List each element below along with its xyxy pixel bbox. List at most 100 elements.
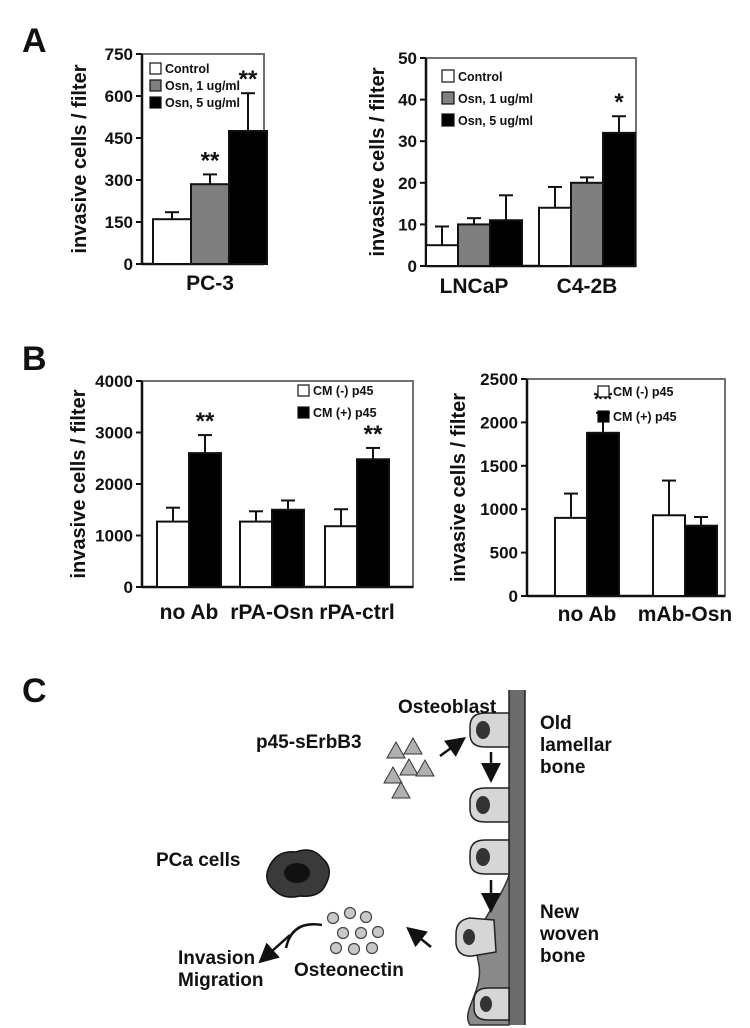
- label-invasion: Invasion: [178, 948, 255, 969]
- label-pca: PCa cells: [156, 850, 241, 871]
- category-label: rPA-Osn: [230, 601, 314, 624]
- bar: [239, 520, 273, 588]
- osteocyte-cell: [455, 917, 497, 957]
- y-axis-label: invasive cells / filter: [68, 389, 90, 578]
- bar: [271, 508, 305, 588]
- legend-label: Osn, 5 ug/ml: [165, 96, 240, 110]
- y-tick-label: 20: [398, 174, 417, 193]
- bar: [554, 516, 588, 598]
- bar: [684, 524, 718, 598]
- osteocyte-cell: [473, 987, 510, 1021]
- osteoblast-cell: [469, 712, 510, 748]
- osteonectin-dots: [326, 906, 385, 956]
- category-label: no Ab: [160, 601, 219, 624]
- pca-cell: [266, 849, 330, 898]
- category-label: LNCaP: [440, 275, 509, 298]
- significance-mark: **: [201, 147, 220, 174]
- label-osteoblast: Osteoblast: [398, 697, 497, 718]
- osteoblast-cell: [469, 787, 510, 823]
- old-bone-strip: [509, 690, 525, 1025]
- legend-swatch: [597, 385, 610, 398]
- legend-swatch: [149, 79, 162, 92]
- bar: [602, 131, 636, 267]
- label-old-1: Old: [540, 713, 572, 734]
- category-label: PC-3: [186, 272, 234, 295]
- legend-swatch: [297, 384, 310, 397]
- osteoblast-cell: [469, 839, 510, 875]
- y-tick-label: 0: [408, 257, 417, 276]
- label-old-3: bone: [540, 757, 585, 778]
- panel-label-a: A: [22, 22, 47, 60]
- significance-mark: **: [196, 408, 215, 435]
- y-axis-label: invasive cells / filter: [367, 67, 389, 256]
- arrow-curve: [284, 923, 323, 949]
- y-tick-label: 500: [490, 544, 518, 563]
- category-label: no Ab: [558, 603, 617, 626]
- bar: [570, 181, 604, 267]
- panel-label-c: C: [22, 672, 47, 710]
- arrow-p45: [439, 737, 467, 758]
- bar: [152, 218, 192, 265]
- y-tick-label: 2500: [480, 370, 518, 389]
- category-label: mAb-Osn: [638, 603, 733, 626]
- y-tick-label: 0: [509, 587, 518, 606]
- y-tick-label: 2000: [95, 475, 133, 494]
- bar: [324, 525, 358, 588]
- bar: [356, 458, 390, 588]
- chart-b-mab: 0 500 1000 1500 2000 2500 invasive cells / fil…: [448, 370, 732, 626]
- legend-label: CM (-) p45: [313, 384, 373, 398]
- bar: [538, 206, 572, 267]
- y-axis-label: invasive cells / filter: [448, 393, 470, 582]
- y-tick-label: 1000: [95, 527, 133, 546]
- legend-swatch: [597, 410, 610, 423]
- significance-mark: **: [364, 421, 383, 448]
- label-migration: Migration: [178, 970, 264, 991]
- label-osteonectin: Osteonectin: [294, 960, 404, 981]
- label-old-2: lamellar: [540, 735, 612, 756]
- label-new-3: bone: [540, 946, 585, 967]
- chart-a-pc3: 0 150 300 450 600 750 invasive cells / filter *…: [69, 45, 268, 295]
- bar: [190, 183, 230, 265]
- legend-swatch: [297, 406, 310, 419]
- diagram-c: Osteoblast p45-sErbB3 Old lamellar bone …: [156, 690, 612, 1026]
- y-tick-label: 3000: [95, 424, 133, 443]
- label-new-2: woven: [539, 924, 599, 945]
- y-tick-label: 300: [105, 171, 133, 190]
- significance-mark: **: [239, 66, 258, 93]
- p45-triangles: [383, 736, 435, 799]
- label-new-1: New: [540, 902, 579, 923]
- legend-label: Osn, 1 ug/ml: [165, 79, 240, 93]
- arrow-invasion: [258, 934, 291, 964]
- y-axis-label: invasive cells / filter: [69, 64, 91, 253]
- legend-label: CM (+) p45: [313, 406, 377, 420]
- y-tick-label: 750: [105, 45, 133, 64]
- legend-label: Control: [165, 62, 209, 76]
- label-p45: p45-sErbB3: [256, 732, 362, 753]
- bar: [188, 452, 222, 588]
- bar: [228, 130, 268, 265]
- legend-label: CM (-) p45: [613, 385, 673, 399]
- legend-label: CM (+) p45: [613, 410, 677, 424]
- category-label: rPA-ctrl: [319, 601, 394, 624]
- bar: [652, 514, 686, 597]
- y-tick-label: 1000: [480, 500, 518, 519]
- legend-label: Osn, 1 ug/ml: [458, 92, 533, 106]
- y-tick-label: 2000: [480, 413, 518, 432]
- bar: [457, 223, 491, 267]
- y-tick-label: 4000: [95, 372, 133, 391]
- legend-label: Control: [458, 70, 502, 84]
- bar: [425, 244, 459, 267]
- legend-swatch: [149, 62, 162, 75]
- legend-label: Osn, 5 ug/ml: [458, 114, 533, 128]
- y-tick-label: 10: [398, 215, 417, 234]
- legend-swatch: [149, 96, 162, 109]
- y-tick-label: 450: [105, 129, 133, 148]
- legend-swatch: [441, 113, 455, 127]
- y-tick-label: 40: [398, 91, 417, 110]
- y-tick-label: 150: [105, 213, 133, 232]
- bar: [489, 219, 523, 268]
- significance-mark: *: [614, 89, 624, 116]
- bar: [156, 520, 190, 588]
- chart-a-lncap-c42b: 0 10 20 30 40 50 invasive cells / filter LNCaP *…: [367, 49, 637, 298]
